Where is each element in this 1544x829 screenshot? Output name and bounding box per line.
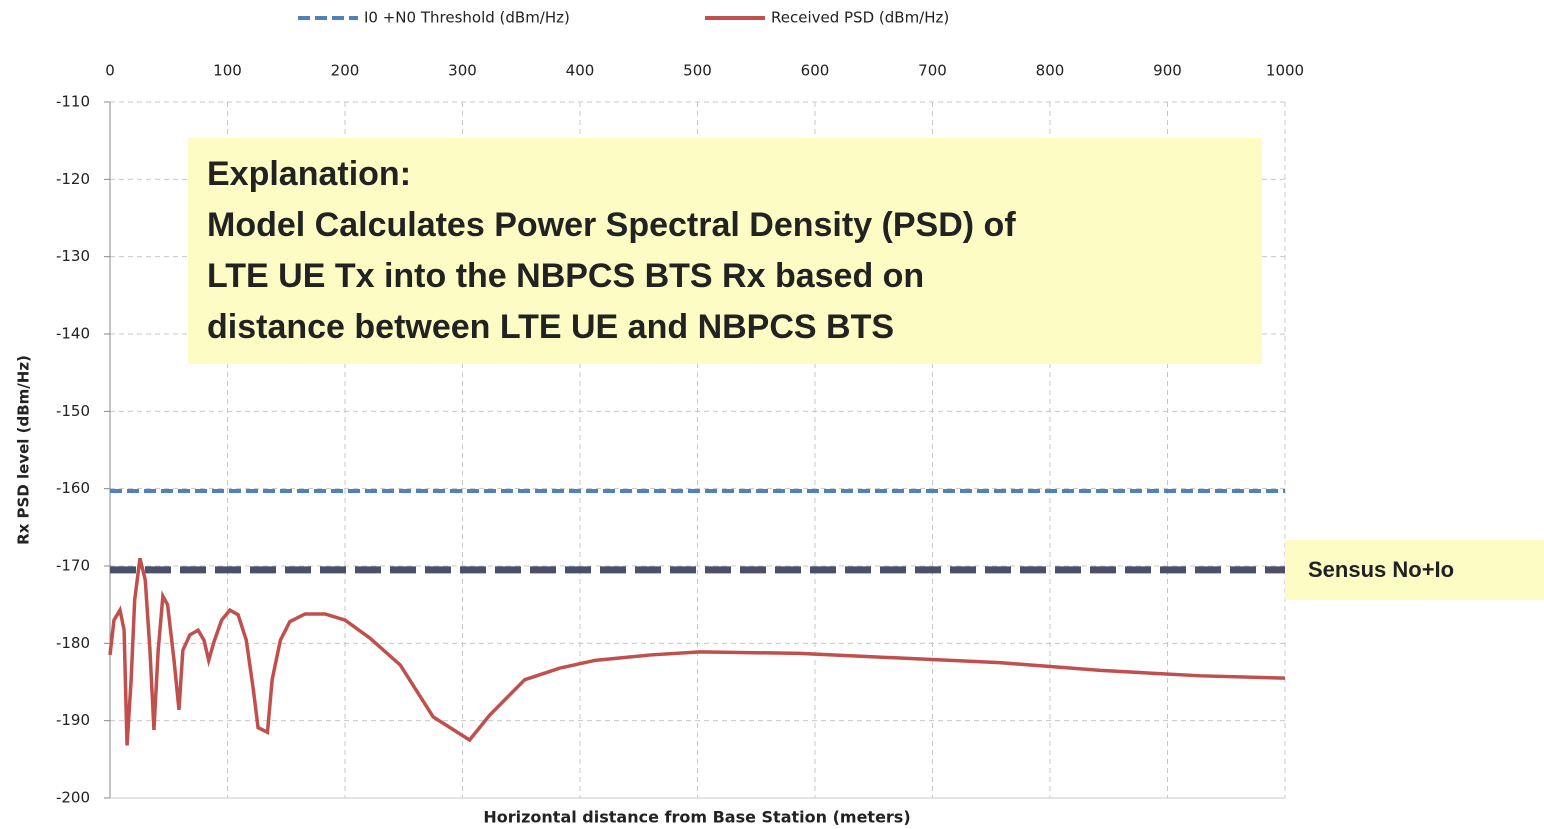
y-tick-label: -180 xyxy=(56,634,90,652)
y-tick-label: -160 xyxy=(56,479,90,497)
reference-label: Sensus No+Io xyxy=(1308,557,1454,582)
annotation-text: LTE UE Tx into the NBPCS BTS Rx based on xyxy=(207,257,924,295)
x-tick-label: 800 xyxy=(1036,62,1065,80)
x-tick-label: 900 xyxy=(1153,62,1182,80)
x-tick-label: 100 xyxy=(213,62,242,80)
reference-label-box xyxy=(1285,540,1544,600)
annotation-text: Model Calculates Power Spectral Density … xyxy=(207,206,1016,244)
x-tick-label: 200 xyxy=(331,62,360,80)
x-tick-label: 400 xyxy=(566,62,595,80)
y-tick-label: -170 xyxy=(56,557,90,575)
x-tick-label: 300 xyxy=(448,62,477,80)
x-tick-label: 500 xyxy=(683,62,712,80)
y-tick-label: -150 xyxy=(56,402,90,420)
x-tick-label: 600 xyxy=(801,62,830,80)
x-axis-label: Horizontal distance from Base Station (m… xyxy=(483,808,910,827)
x-tick-label: 1000 xyxy=(1266,62,1304,80)
y-tick-label: -140 xyxy=(56,325,90,343)
annotation-text: Explanation: xyxy=(207,155,411,193)
annotation-box xyxy=(188,138,1262,364)
y-tick-label: -200 xyxy=(56,789,90,807)
y-tick-label: -130 xyxy=(56,247,90,265)
series-line xyxy=(108,557,1286,746)
y-tick-label: -120 xyxy=(56,170,90,188)
y-axis-label: Rx PSD level (dBm/Hz) xyxy=(15,355,33,545)
annotation-text: distance between LTE UE and NBPCS BTS xyxy=(207,308,894,346)
y-tick-label: -110 xyxy=(56,93,90,111)
x-tick-label: 700 xyxy=(918,62,947,80)
x-tick-label: 0 xyxy=(105,62,115,80)
y-tick-label: -190 xyxy=(56,711,90,729)
legend-label: I0 +N0 Threshold (dBm/Hz) xyxy=(364,9,570,27)
legend-label: Received PSD (dBm/Hz) xyxy=(771,9,949,27)
